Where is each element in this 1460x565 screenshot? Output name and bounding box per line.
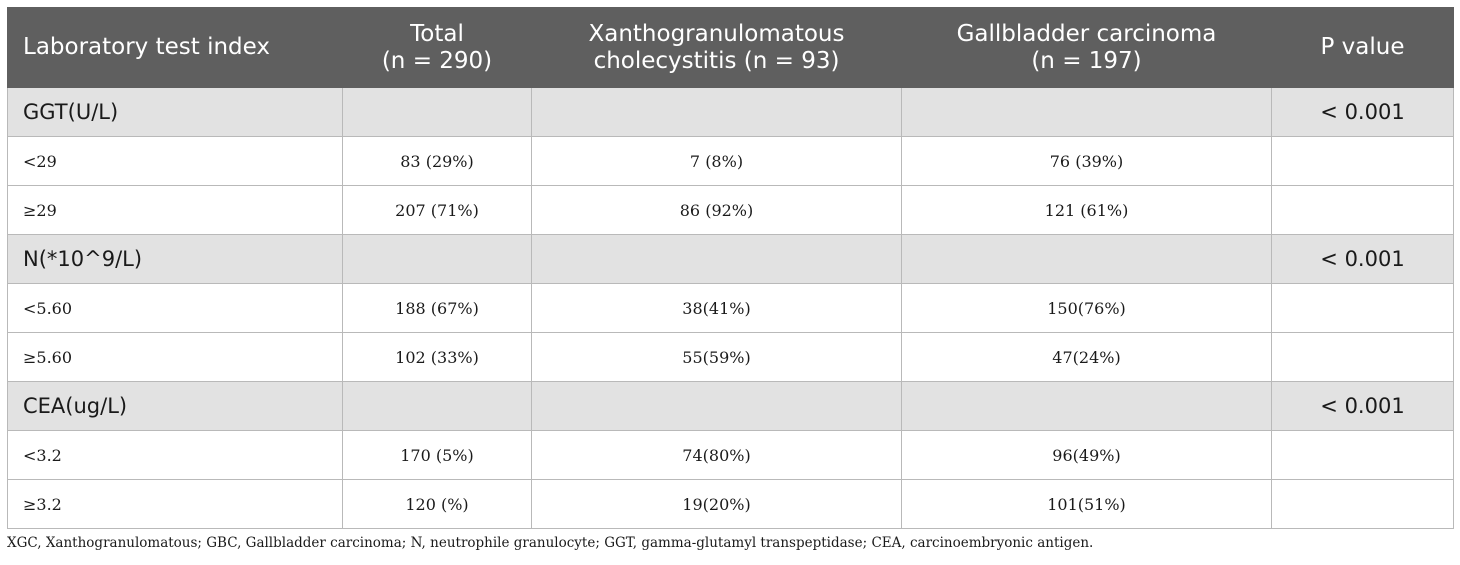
empty-cell: [342, 381, 532, 431]
group-label: GGT(U/L): [7, 87, 343, 137]
group-p-value: < 0.001: [1271, 234, 1454, 284]
cell-gbc: 96(49%): [901, 430, 1272, 480]
cell-xgc: 86 (92%): [531, 185, 902, 235]
header-line2: (n = 197): [1031, 47, 1142, 74]
cell-gbc: 76 (39%): [901, 136, 1272, 186]
cell-xgc: 19(20%): [531, 479, 902, 529]
empty-cell: [1271, 332, 1454, 382]
empty-cell: [531, 87, 902, 137]
empty-cell: [1271, 283, 1454, 333]
cell-gbc: 47(24%): [901, 332, 1272, 382]
row-label: ≥3.2: [7, 479, 343, 529]
empty-cell: [901, 381, 1272, 431]
group-p-value: < 0.001: [1271, 381, 1454, 431]
header-xgc: Xanthogranulomatous cholecystitis (n = 9…: [531, 7, 902, 88]
header-line1: Total: [410, 20, 464, 47]
group-row-cea: CEA(ug/L) < 0.001: [7, 381, 1454, 431]
empty-cell: [1271, 185, 1454, 235]
header-line1: Laboratory test index: [23, 34, 271, 60]
empty-cell: [901, 87, 1272, 137]
row-label: ≥5.60: [7, 332, 343, 382]
cell-gbc: 101(51%): [901, 479, 1272, 529]
empty-cell: [342, 234, 532, 284]
cell-gbc: 121 (61%): [901, 185, 1272, 235]
header-line2: cholecystitis (n = 93): [593, 47, 840, 74]
cell-xgc: 7 (8%): [531, 136, 902, 186]
group-row-ggt: GGT(U/L) < 0.001: [7, 87, 1454, 137]
cell-gbc: 150(76%): [901, 283, 1272, 333]
empty-cell: [531, 381, 902, 431]
empty-cell: [901, 234, 1272, 284]
row-label: <5.60: [7, 283, 343, 333]
table-footnote: XGC, Xanthogranulomatous; GBC, Gallbladd…: [7, 535, 1094, 551]
empty-cell: [342, 87, 532, 137]
cell-total: 188 (67%): [342, 283, 532, 333]
group-label: CEA(ug/L): [7, 381, 343, 431]
table-row: <29 83 (29%) 7 (8%) 76 (39%): [7, 136, 1454, 186]
header-total: Total (n = 290): [342, 7, 532, 88]
cell-total: 170 (5%): [342, 430, 532, 480]
table-row: ≥3.2 120 (%) 19(20%) 101(51%): [7, 479, 1454, 529]
cell-xgc: 38(41%): [531, 283, 902, 333]
table-row: ≥29 207 (71%) 86 (92%) 121 (61%): [7, 185, 1454, 235]
empty-cell: [1271, 430, 1454, 480]
header-line1: Xanthogranulomatous: [588, 20, 845, 47]
group-label: N(*10^9/L): [7, 234, 343, 284]
header-line1: Gallbladder carcinoma: [956, 20, 1217, 47]
cell-total: 207 (71%): [342, 185, 532, 235]
cell-total: 83 (29%): [342, 136, 532, 186]
empty-cell: [1271, 136, 1454, 186]
header-lab-test-index: Laboratory test index: [7, 7, 343, 88]
table-row: <3.2 170 (5%) 74(80%) 96(49%): [7, 430, 1454, 480]
header-line1: P value: [1320, 34, 1405, 60]
header-p-value: P value: [1271, 7, 1454, 88]
row-label: <29: [7, 136, 343, 186]
group-row-neutrophil: N(*10^9/L) < 0.001: [7, 234, 1454, 284]
lab-test-table-container: Laboratory test index Total (n = 290) Xa…: [7, 7, 1454, 529]
table-row: <5.60 188 (67%) 38(41%) 150(76%): [7, 283, 1454, 333]
empty-cell: [1271, 479, 1454, 529]
group-p-value: < 0.001: [1271, 87, 1454, 137]
header-line2: (n = 290): [381, 47, 493, 74]
cell-total: 102 (33%): [342, 332, 532, 382]
header-row: Laboratory test index Total (n = 290) Xa…: [7, 7, 1454, 88]
empty-cell: [531, 234, 902, 284]
row-label: ≥29: [7, 185, 343, 235]
header-gbc: Gallbladder carcinoma (n = 197): [901, 7, 1272, 88]
cell-xgc: 74(80%): [531, 430, 902, 480]
cell-xgc: 55(59%): [531, 332, 902, 382]
row-label: <3.2: [7, 430, 343, 480]
lab-test-table: Laboratory test index Total (n = 290) Xa…: [7, 7, 1454, 529]
cell-total: 120 (%): [342, 479, 532, 529]
table-row: ≥5.60 102 (33%) 55(59%) 47(24%): [7, 332, 1454, 382]
